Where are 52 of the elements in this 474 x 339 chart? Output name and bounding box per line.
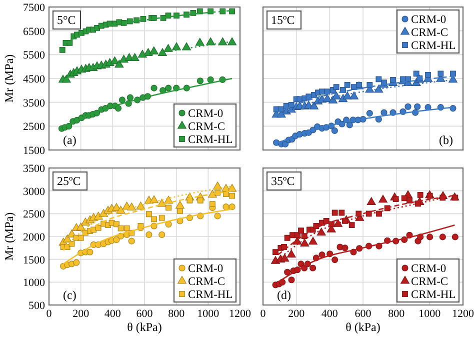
legend-label: CRM-HL xyxy=(188,289,233,301)
annotation: 15ºC xyxy=(271,13,295,27)
annotation: 35ºC xyxy=(271,174,295,188)
y-tick-label: 3000 xyxy=(23,186,46,198)
legend-label: CRM-C xyxy=(411,27,448,39)
x-tick-label: 600 xyxy=(136,308,154,320)
y-tick-label: 3500 xyxy=(23,163,46,175)
x-tick-label: 200 xyxy=(288,308,306,320)
x-tick-label: 1200 xyxy=(452,308,474,320)
x-tick-label: 600 xyxy=(354,308,372,320)
annotation: (b) xyxy=(439,133,453,147)
legend-label: CRM-C xyxy=(188,276,226,288)
x-tick-label: 800 xyxy=(388,308,406,320)
y-tick-label: 1500 xyxy=(23,254,46,266)
legend-label: CRM-HL xyxy=(411,40,456,52)
x-axis-title: θ (kPa) xyxy=(346,320,380,334)
legend-label: CRM-0 xyxy=(188,263,224,275)
legend-label: CRM-HL xyxy=(411,289,456,301)
y-tick-label: 500 xyxy=(28,300,46,312)
y-tick-label: 2500 xyxy=(23,121,46,134)
legend-label: CRM-0 xyxy=(411,14,446,26)
x-tick-label: 400 xyxy=(321,308,338,320)
x-tick-label: 400 xyxy=(104,308,122,320)
y-tick-label: 4500 xyxy=(23,74,46,86)
x-tick-label: 1000 xyxy=(197,308,220,320)
legend-label: CRM-C xyxy=(411,276,448,288)
y-tick-label: 5500 xyxy=(23,50,46,62)
x-tick-label: 800 xyxy=(168,308,186,320)
y-tick-label: 2500 xyxy=(23,208,46,221)
y-tick-label: 2000 xyxy=(23,232,46,244)
x-tick-label: 1200 xyxy=(229,308,252,320)
legend-label: CRM-C xyxy=(188,121,226,133)
x-tick-label: 200 xyxy=(72,308,90,320)
y-tick-label: 7500 xyxy=(23,2,46,14)
y-axis-title: Mr (MPa) xyxy=(2,212,16,261)
annotation: (a) xyxy=(63,133,76,147)
legend-label: CRM-0 xyxy=(188,108,224,120)
annotation: 25ºC xyxy=(57,174,81,188)
annotation: (d) xyxy=(277,288,291,302)
annotation: 5°C xyxy=(57,13,76,27)
y-tick-label: 1000 xyxy=(23,277,46,290)
y-tick-label: 1500 xyxy=(23,145,46,157)
x-axis-title: θ (kPa) xyxy=(127,320,162,334)
y-tick-label: 6500 xyxy=(23,26,46,38)
y-axis-title: Mr (MPa) xyxy=(2,54,16,103)
x-tick-label: 0 xyxy=(46,308,52,320)
legend-label: CRM-HL xyxy=(188,134,233,146)
annotation: (c) xyxy=(63,288,76,302)
x-tick-label: 1000 xyxy=(418,308,442,320)
x-tick-label: 0 xyxy=(260,308,266,320)
y-tick-label: 3500 xyxy=(23,97,46,110)
legend-label: CRM-0 xyxy=(411,263,446,275)
